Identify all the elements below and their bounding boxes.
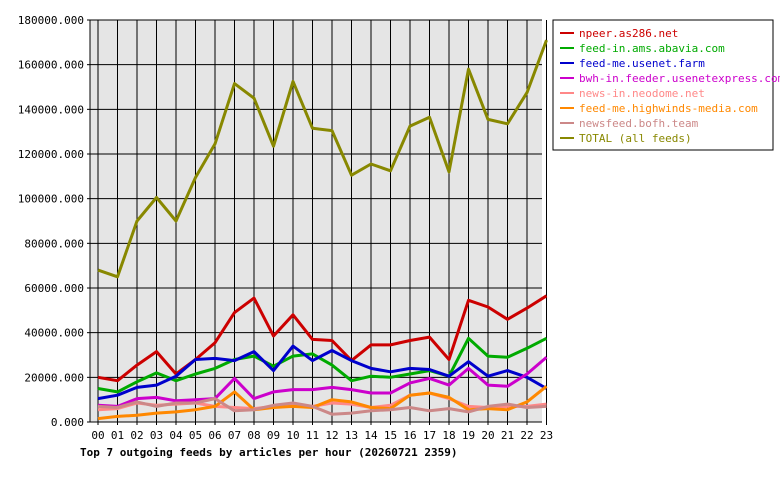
- x-tick-label: 13: [345, 429, 358, 442]
- x-tick-label: 17: [423, 429, 436, 442]
- legend: npeer.as286.net feed-in.ams.abavia.com fee…: [552, 19, 780, 151]
- x-tick-label: 21: [501, 429, 514, 442]
- y-tick-label: 20000.000: [24, 371, 84, 384]
- x-tick-label: 05: [189, 429, 202, 442]
- x-tick-label: 06: [208, 429, 221, 442]
- legend-label: bwh-in.feeder.usenetexpress.com: [579, 72, 780, 85]
- x-tick-label: 07: [228, 429, 241, 442]
- y-tick-label: 60000.000: [24, 282, 84, 295]
- x-axis-ticks: 00 01 02 03 04 05 06 07 08 09 10 11 12 13 14 15 16 17 18 19…: [91, 422, 553, 442]
- chart-title: Top 7 outgoing feeds by articles per hou…: [80, 446, 458, 459]
- x-tick-label: 04: [169, 429, 183, 442]
- series-line-3: [97, 344, 548, 401]
- x-tick-label: 12: [325, 429, 338, 442]
- legend-label: news-in.neodome.net: [579, 87, 705, 100]
- y-tick-label: 40000.000: [24, 327, 84, 340]
- x-tick-label: 15: [384, 429, 397, 442]
- y-tick-label: 160000.000: [18, 59, 84, 72]
- legend-label: feed-me.highwinds-media.com: [579, 102, 758, 115]
- y-axis-ticks: 0.000 20000.000 40000.000 60000.000 80000.00…: [18, 14, 90, 429]
- x-tick-label: 02: [130, 429, 143, 442]
- x-tick-label: 01: [111, 429, 124, 442]
- y-tick-label: 140000.000: [18, 103, 84, 116]
- axes: [89, 20, 542, 423]
- series-line-7: [97, 397, 547, 416]
- x-tick-label: 10: [286, 429, 299, 442]
- series-line-1: [97, 294, 548, 383]
- x-tick-label: 14: [364, 429, 378, 442]
- legend-label: npeer.as286.net: [579, 27, 678, 40]
- x-tick-label: 03: [150, 429, 163, 442]
- x-tick-label: 08: [247, 429, 260, 442]
- y-tick-label: 100000.000: [18, 193, 84, 206]
- series-line-8: [97, 39, 548, 279]
- x-tick-label: 23: [540, 429, 553, 442]
- x-tick-label: 11: [306, 429, 319, 442]
- x-tick-label: 20: [481, 429, 494, 442]
- x-tick-label: 19: [462, 429, 475, 442]
- x-tick-label: 22: [520, 429, 533, 442]
- x-tick-label: 00: [91, 429, 104, 442]
- legend-label: feed-me.usenet.farm: [579, 57, 705, 70]
- x-tick-label: 09: [267, 429, 280, 442]
- y-tick-label: 80000.000: [24, 237, 84, 250]
- series-lines: [97, 39, 548, 421]
- legend-label: feed-in.ams.abavia.com: [579, 42, 725, 55]
- series-line-4: [97, 356, 548, 408]
- y-tick-label: 0.000: [51, 416, 84, 429]
- y-tick-label: 120000.000: [18, 148, 84, 161]
- legend-box: [552, 19, 774, 151]
- legend-label: TOTAL (all feeds): [579, 132, 692, 145]
- y-tick-label: 180000.000: [18, 14, 84, 27]
- x-tick-label: 18: [442, 429, 455, 442]
- series-line-2: [97, 336, 548, 394]
- legend-label: newsfeed.bofh.team: [579, 117, 699, 130]
- x-tick-label: 16: [403, 429, 416, 442]
